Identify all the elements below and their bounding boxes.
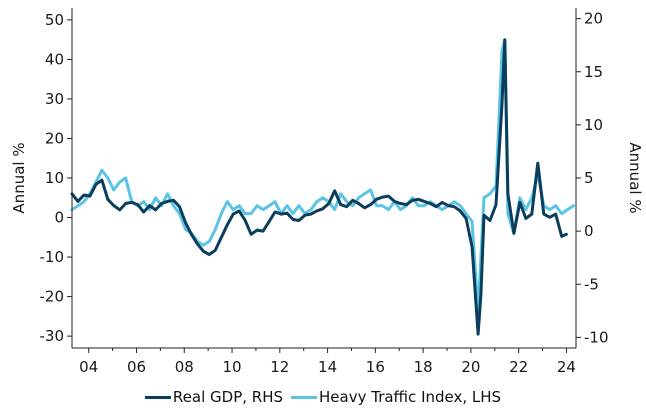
y-left-tick-label: 40 [45,50,64,68]
legend-label-real-gdp: Real GDP, RHS [172,388,284,406]
y-axis-left-title: Annual % [10,142,28,213]
y-right-tick-label: -10 [584,328,609,346]
y-right-tick-label: 20 [584,10,603,28]
x-tick-label: 24 [557,358,576,376]
legend-swatch-heavy-traffic [291,395,318,399]
x-tick-label: 06 [127,358,146,376]
x-tick-label: 16 [366,358,385,376]
y-left-tick-label: -10 [40,248,65,266]
x-tick-label: 12 [270,358,289,376]
legend-item-real-gdp: Real GDP, RHS [144,388,284,406]
x-tick-label: 18 [414,358,433,376]
legend-label-heavy-traffic: Heavy Traffic Index, LHS [319,388,502,406]
x-tick-label: 14 [318,358,337,376]
legend-item-heavy-traffic: Heavy Traffic Index, LHS [291,388,501,406]
y-left-tick-label: 10 [45,169,64,187]
x-tick-label: 20 [461,358,480,376]
y-left-tick-label: 0 [54,209,64,227]
x-tick-label: 22 [509,358,528,376]
x-tick-label: 04 [79,358,98,376]
y-right-tick-label: 10 [584,116,603,134]
y-left-tick-label: -30 [40,327,65,345]
y-right-tick-label: 15 [584,63,603,81]
y-right-tick-label: 5 [584,169,594,187]
dual-axis-line-chart: -30 -20 -10 0 10 20 30 40 50 -10 -5 0 5 10 15 20 04 06 08 1… [10,8,644,376]
y-left-tick-label: 50 [45,11,64,29]
y-axis-right-title: Annual % [626,142,644,213]
y-left-tick-label: 20 [45,129,64,147]
x-tick-label: 08 [175,358,194,376]
y-right-tick-label: -5 [584,275,599,293]
y-left-tick-label: 30 [45,90,64,108]
chart-legend: Real GDP, RHS Heavy Traffic Index, LHS [0,388,646,406]
x-tick-label: 10 [222,358,241,376]
legend-swatch-real-gdp [144,395,171,399]
y-left-tick-label: -20 [40,288,65,306]
y-right-tick-label: 0 [584,222,594,240]
series-line-real-gdp [70,38,568,336]
